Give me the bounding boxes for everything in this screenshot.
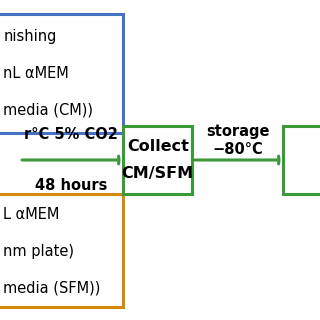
Text: nishing: nishing — [3, 29, 57, 44]
Bar — [123, 126, 192, 194]
Text: L αMEM: L αMEM — [3, 207, 60, 222]
Text: −80°C: −80°C — [212, 142, 263, 157]
Bar — [0, 194, 123, 307]
Text: nL αMEM: nL αMEM — [3, 66, 69, 81]
Bar — [283, 126, 320, 194]
Text: media (SFM)): media (SFM)) — [3, 281, 100, 295]
Text: storage: storage — [206, 124, 269, 139]
Bar — [0, 14, 123, 133]
Text: Collect: Collect — [127, 139, 189, 154]
Text: CM/SFM: CM/SFM — [122, 166, 194, 181]
Text: r°C 5% CO2: r°C 5% CO2 — [24, 127, 118, 142]
Text: 48 hours: 48 hours — [35, 178, 108, 193]
Text: media (CM)): media (CM)) — [3, 103, 93, 118]
Text: nm plate): nm plate) — [3, 244, 74, 259]
